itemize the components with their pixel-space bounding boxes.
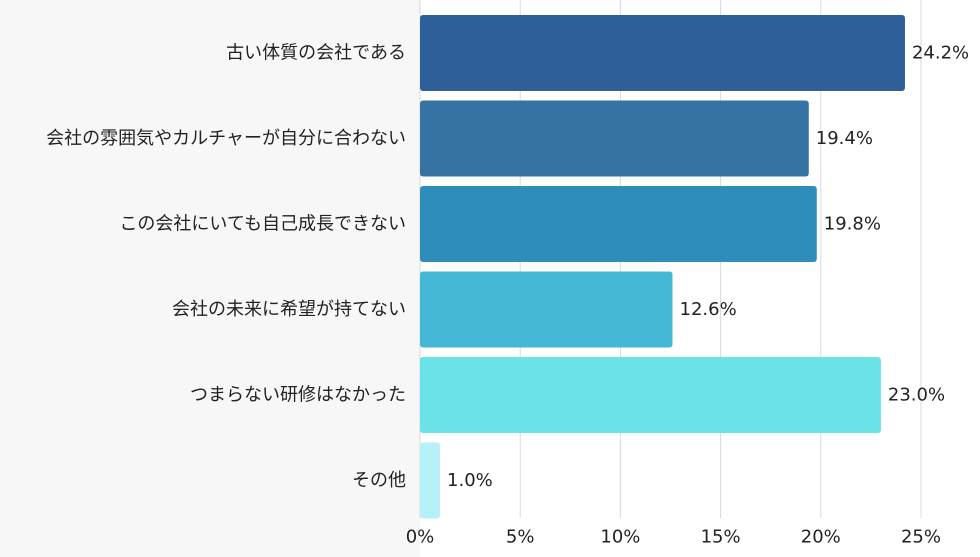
bar xyxy=(420,357,881,433)
bar xyxy=(420,15,905,91)
data-label: 1.0% xyxy=(447,470,493,491)
x-axis-tick-labels: 0% 5% 10% 15% 20% 25% xyxy=(406,527,941,548)
category-label: 会社の雰囲気やカルチャーが自分に合わない xyxy=(46,128,406,149)
category-label: この会社にいても自己成長できない xyxy=(119,214,406,235)
bar xyxy=(420,442,441,519)
category-labels: 古い体質の会社である会社の雰囲気やカルチャーが自分に合わないこの会社にいても自己… xyxy=(46,43,406,492)
category-label: 古い体質の会社である xyxy=(226,43,406,64)
bar xyxy=(420,271,673,348)
data-label: 23.0% xyxy=(888,385,945,406)
data-label: 24.2% xyxy=(912,43,969,64)
x-tick-label: 0% xyxy=(406,527,435,548)
bar xyxy=(420,186,817,262)
x-tick-label: 10% xyxy=(600,527,640,548)
data-label: 12.6% xyxy=(680,299,737,320)
x-tick-label: 15% xyxy=(701,527,741,548)
value-labels: 24.2% 19.4% 19.8% 12.6% 23.0% 1.0% xyxy=(447,43,969,492)
category-label: つまらない研修はなかった xyxy=(190,385,406,406)
bar xyxy=(420,100,809,177)
category-label: その他 xyxy=(352,470,406,491)
x-tick-label: 5% xyxy=(506,527,535,548)
x-tick-label: 20% xyxy=(801,527,841,548)
category-label: 会社の未来に希望が持てない xyxy=(172,299,406,320)
data-label: 19.4% xyxy=(816,128,873,149)
data-label: 19.8% xyxy=(824,214,881,235)
bars xyxy=(420,15,905,519)
x-tick-label: 25% xyxy=(901,527,941,548)
